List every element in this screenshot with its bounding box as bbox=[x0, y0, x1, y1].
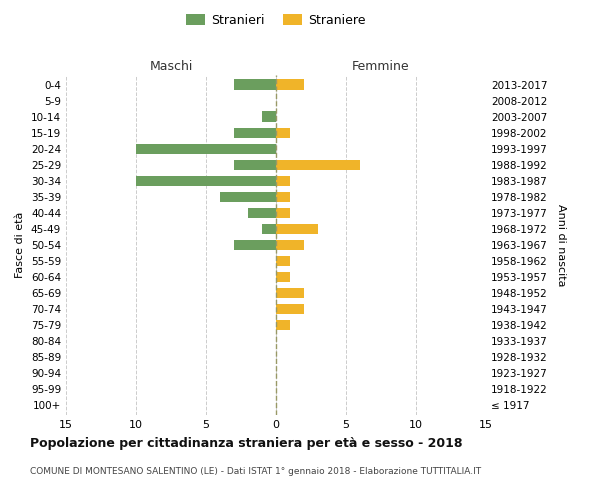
Bar bbox=[276, 224, 318, 234]
Bar bbox=[276, 80, 304, 90]
Bar bbox=[136, 176, 276, 186]
Bar bbox=[276, 160, 360, 170]
Bar bbox=[234, 240, 276, 250]
Bar bbox=[234, 128, 276, 138]
Bar bbox=[220, 192, 276, 202]
Bar bbox=[276, 272, 290, 282]
Bar bbox=[276, 256, 290, 266]
Bar bbox=[276, 304, 304, 314]
Bar bbox=[276, 240, 304, 250]
Bar bbox=[276, 176, 290, 186]
Legend: Stranieri, Straniere: Stranieri, Straniere bbox=[181, 8, 371, 32]
Y-axis label: Anni di nascita: Anni di nascita bbox=[556, 204, 566, 286]
Bar bbox=[276, 320, 290, 330]
Bar bbox=[276, 208, 290, 218]
Text: Femmine: Femmine bbox=[352, 60, 410, 72]
Bar bbox=[234, 80, 276, 90]
Bar bbox=[276, 128, 290, 138]
Bar bbox=[248, 208, 276, 218]
Text: COMUNE DI MONTESANO SALENTINO (LE) - Dati ISTAT 1° gennaio 2018 - Elaborazione T: COMUNE DI MONTESANO SALENTINO (LE) - Dat… bbox=[30, 468, 481, 476]
Bar bbox=[234, 160, 276, 170]
Bar bbox=[276, 288, 304, 298]
Y-axis label: Fasce di età: Fasce di età bbox=[16, 212, 25, 278]
Text: Popolazione per cittadinanza straniera per età e sesso - 2018: Popolazione per cittadinanza straniera p… bbox=[30, 438, 463, 450]
Bar bbox=[262, 112, 276, 122]
Bar bbox=[276, 192, 290, 202]
Bar bbox=[136, 144, 276, 154]
Bar bbox=[262, 224, 276, 234]
Text: Maschi: Maschi bbox=[149, 60, 193, 72]
